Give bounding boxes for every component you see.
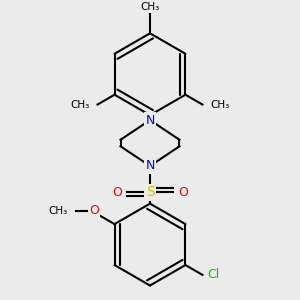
Text: CH₃: CH₃	[211, 100, 230, 110]
Text: CH₃: CH₃	[49, 206, 68, 216]
Text: CH₃: CH₃	[140, 2, 160, 12]
Text: Cl: Cl	[207, 268, 220, 281]
Text: O: O	[112, 186, 122, 199]
Text: CH₃: CH₃	[70, 100, 89, 110]
Text: N: N	[145, 114, 155, 127]
Text: O: O	[89, 205, 99, 218]
Text: S: S	[146, 185, 154, 199]
Text: O: O	[178, 186, 188, 199]
Text: N: N	[145, 160, 155, 172]
